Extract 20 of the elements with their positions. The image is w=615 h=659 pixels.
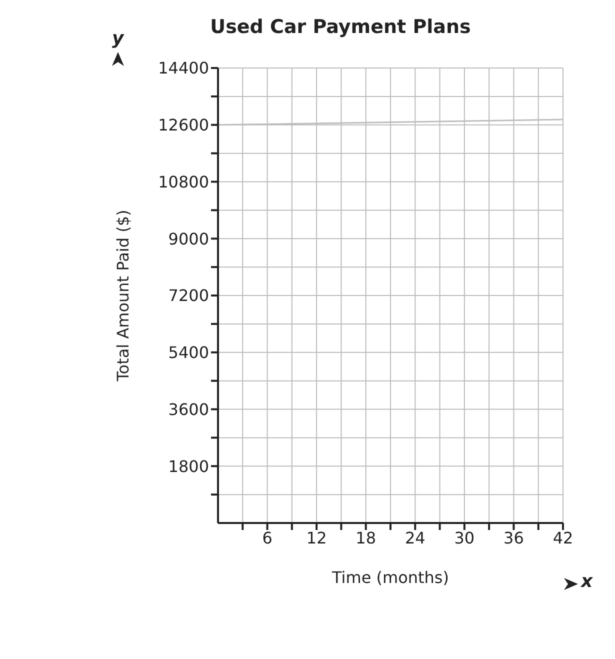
x-tick-label: 36	[504, 528, 524, 548]
y-tick-label: 14400	[158, 58, 209, 78]
text: x	[581, 571, 593, 592]
y-tick-label: 10800	[158, 172, 209, 192]
chart-title: Used Car Payment Plans	[210, 16, 471, 38]
x-tick-label: 12	[306, 528, 327, 548]
y-tick-label: 1800	[168, 456, 209, 476]
x-axis-title: Time (months)	[331, 568, 449, 587]
y-tick-label: 7200	[168, 286, 209, 306]
x-tick-label: 24	[404, 528, 426, 548]
y-tick-label: 3600	[168, 400, 209, 419]
y-axis-title: Total Amount Paid ($)	[114, 210, 133, 382]
y-tick-label: 5400	[168, 343, 209, 362]
x-tick-label: 30	[454, 528, 475, 548]
y-tick-label: 9000	[168, 229, 209, 248]
x-tick-label: 18	[356, 528, 376, 548]
x-tick-label: 42	[552, 528, 574, 548]
text: y	[112, 28, 124, 49]
y-tick-label: 12600	[158, 116, 209, 135]
x-tick-label: 6	[262, 528, 272, 548]
